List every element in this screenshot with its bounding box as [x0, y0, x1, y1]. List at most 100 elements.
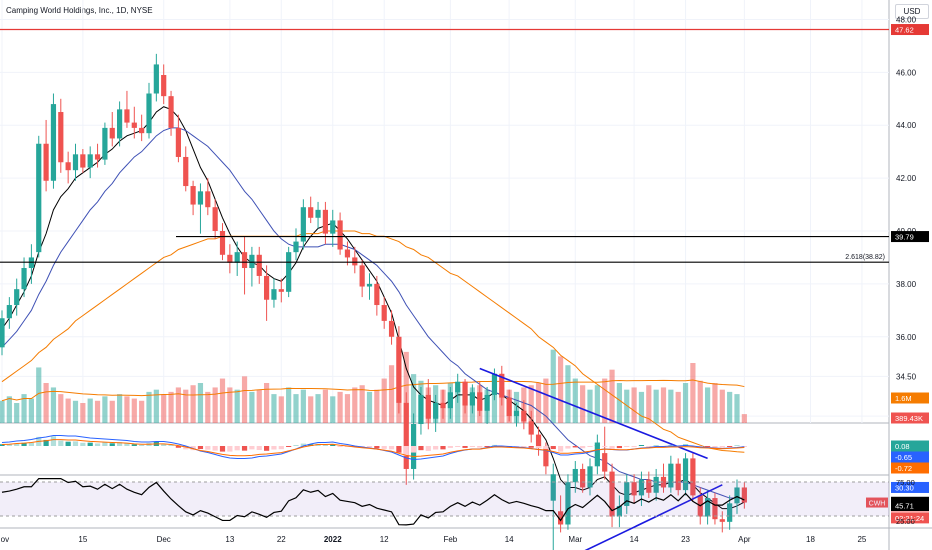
candle-body [690, 458, 696, 496]
volume-bar [381, 378, 387, 423]
macd-histogram-bar [455, 446, 461, 447]
macd-histogram-bar [175, 446, 181, 448]
time-tick-label: 12 [380, 535, 389, 544]
candle-body [418, 394, 424, 425]
volume-bar [109, 400, 115, 423]
candle-body [315, 209, 321, 218]
candle-body [668, 463, 674, 488]
macd-histogram-bar [565, 446, 571, 449]
candle-body [117, 109, 123, 139]
candle-body [80, 154, 86, 168]
candle-body [366, 283, 373, 287]
macd-histogram-bar [719, 446, 725, 448]
macd-histogram-bar [58, 440, 64, 446]
macd-label-bg [891, 462, 929, 474]
volume-bar [271, 394, 277, 423]
macd-histogram-bar [734, 445, 740, 446]
price-label: 47.62 [895, 26, 914, 35]
candle-body [139, 127, 145, 134]
candle-body [572, 468, 578, 483]
volume-bar [102, 396, 108, 423]
volume-bar [21, 394, 27, 423]
volume-bar [43, 383, 49, 423]
volume-bar [6, 396, 12, 423]
macd-histogram-bar [102, 442, 108, 446]
macd-histogram-bar [668, 444, 674, 446]
candle-body [638, 479, 645, 496]
volume-bar [227, 387, 233, 423]
volume-bar [602, 378, 608, 423]
price-tick-label: 46.00 [896, 68, 917, 77]
macd-histogram-bar [94, 443, 101, 446]
candle-body [646, 479, 652, 493]
macd-histogram-bar [411, 446, 417, 453]
candle-body [205, 191, 211, 208]
macd-histogram-bar [418, 446, 424, 451]
moving-average-3 [1, 230, 745, 453]
volume-bar [572, 378, 578, 423]
candle-body [528, 421, 534, 435]
candle-body [278, 289, 284, 292]
candle-body [50, 104, 57, 181]
volume-bar [330, 396, 336, 423]
candle-body [212, 207, 218, 231]
volume-bar [212, 387, 218, 423]
candle-body [433, 402, 439, 419]
candle-body [21, 268, 27, 290]
candle-body [381, 305, 387, 321]
candle-body [337, 220, 343, 250]
candle-body [543, 447, 549, 467]
candle-body [616, 505, 622, 517]
candle-body [264, 275, 270, 300]
macd-histogram-bar [396, 446, 402, 453]
macd-histogram-bar [521, 446, 527, 448]
volume-bar [117, 394, 123, 423]
macd-histogram-bar [727, 446, 733, 447]
rsi-tick-label: 25.00 [896, 517, 915, 526]
candle-body [65, 162, 71, 171]
candle-body [359, 265, 365, 287]
macd-histogram-bar [249, 446, 255, 450]
candle-body [631, 482, 637, 496]
candle-body [14, 289, 20, 306]
volume-bar [168, 391, 174, 423]
volume-bar [139, 400, 145, 423]
volume-bar [727, 391, 733, 423]
volume-bar [675, 391, 681, 423]
price-tick-label: 38.00 [896, 280, 917, 289]
candle-body [477, 392, 483, 411]
volume-bar [65, 398, 71, 423]
macd-histogram-bar [469, 446, 475, 447]
candle-body [388, 320, 395, 337]
macd-histogram-bar [594, 445, 600, 446]
currency-button[interactable]: USD [895, 4, 929, 19]
macd-histogram-bar [6, 443, 12, 446]
ticker-tag-bg [866, 497, 888, 508]
price-tick-label: 42.00 [896, 174, 917, 183]
candle-body [469, 392, 475, 406]
volume-bar [249, 391, 255, 423]
macd-histogram-bar [646, 446, 652, 447]
triangle-trendline [479, 367, 708, 460]
macd-histogram-bar [374, 446, 380, 449]
macd-histogram-bar [433, 446, 439, 450]
candle-body [94, 154, 101, 160]
macd-histogram-bar [462, 446, 468, 448]
rsi-line [1, 478, 745, 526]
price-tick-label: 48.00 [896, 15, 917, 24]
candle-body [249, 254, 255, 269]
volume-bar [197, 383, 204, 423]
volume-bar [322, 389, 328, 423]
volume-bar [124, 396, 130, 423]
time-tick-label: Dec [157, 535, 171, 544]
macd-histogram-bar [168, 445, 174, 446]
macd-histogram-bar [43, 439, 49, 446]
macd-histogram-bar [558, 446, 564, 452]
candle-body [396, 336, 402, 403]
macd-histogram-bar [712, 446, 718, 448]
macd-histogram-bar [447, 446, 453, 448]
macd-histogram-bar [572, 446, 578, 448]
candle-body [491, 373, 498, 395]
chart-title: Camping World Holdings, Inc., 1D, NYSE [6, 6, 153, 15]
